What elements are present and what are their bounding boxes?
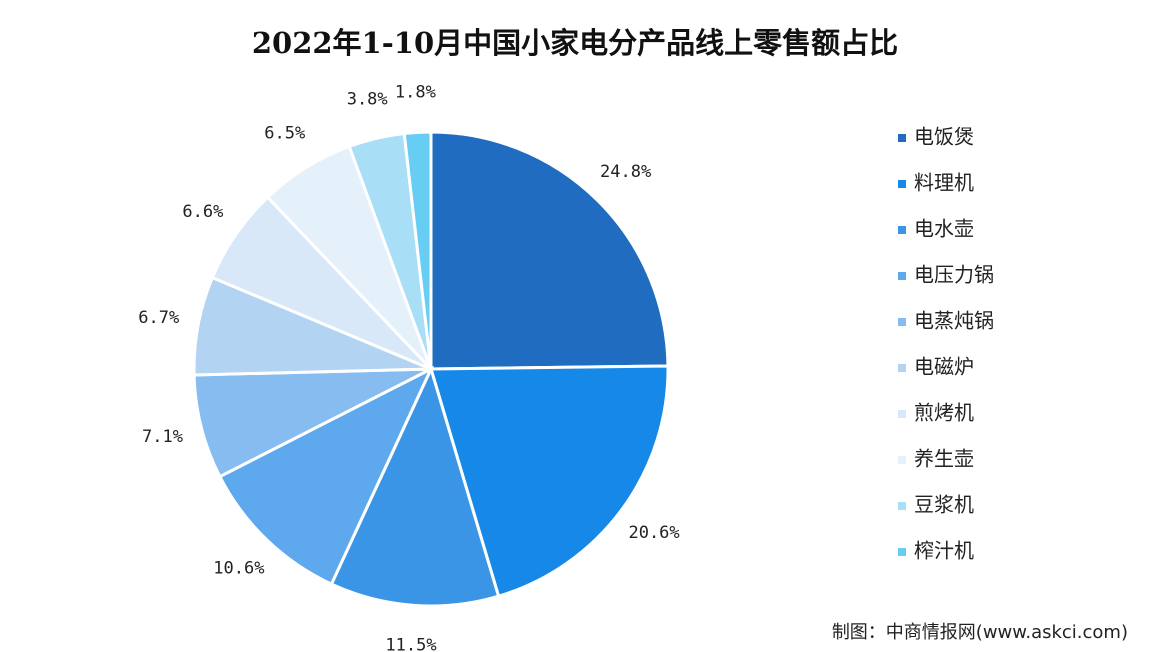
legend-swatch [898,502,906,510]
data-label: 24.8% [600,162,651,182]
data-label: 6.6% [182,202,223,222]
data-label: 3.8% [347,89,388,109]
data-label: 11.5% [385,635,436,652]
legend-swatch [898,548,906,556]
source-note: 制图：中商情报网(www.askci.com) [832,622,1128,643]
pie-slice [428,364,670,599]
legend-label: 养生壶 [914,447,974,471]
legend-label: 电水壶 [914,217,974,241]
legend-swatch [898,364,906,372]
pie-slice [217,365,435,587]
legend-swatch [898,318,906,326]
legend-label: 电压力锅 [914,263,994,287]
legend-label: 料理机 [914,171,974,195]
data-label: 1.8% [395,82,436,102]
legend-swatch [898,226,906,234]
legend-swatch [898,180,906,188]
legend-swatch [898,410,906,418]
legend-label: 电蒸炖锅 [914,309,994,333]
pie-slice [192,367,432,479]
chart-title: 2022年1-10月中国小家电分产品线上零售额占比 [252,26,898,60]
pie-slice [402,130,433,370]
data-label: 6.7% [138,308,179,328]
legend-swatch [898,456,906,464]
pie-slice [429,130,670,371]
legend-label: 电饭煲 [914,125,974,149]
data-label: 20.6% [628,523,679,543]
legend-label: 电磁炉 [914,355,974,379]
pie-slice [329,364,501,608]
legend-swatch [898,134,906,142]
data-label: 7.1% [142,427,183,447]
data-label: 6.5% [264,124,305,144]
legend-label: 榨汁机 [914,539,974,563]
legend-label: 煎烤机 [914,401,974,425]
legend-label: 豆浆机 [914,493,974,517]
legend-swatch [898,272,906,280]
data-label: 10.6% [213,559,264,579]
